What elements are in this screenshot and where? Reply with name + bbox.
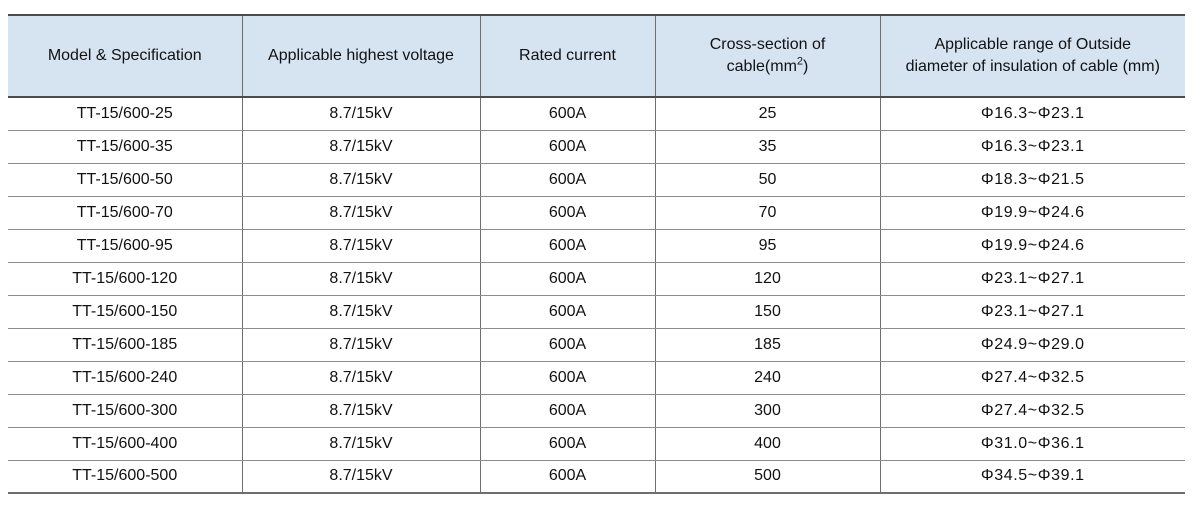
cell-current: 600A xyxy=(479,394,655,428)
cell-diameter-range: Φ34.5~Φ39.1 xyxy=(879,460,1185,493)
cell-diameter-range: Φ16.3~Φ23.1 xyxy=(879,97,1185,131)
diameter-line2: diameter of insulation of cable (mm) xyxy=(905,58,1160,75)
table-row: TT-15/600-500 8.7/15kV 600A 500 Φ34.5~Φ39.1 xyxy=(8,460,1185,493)
page: Model & Specification Applicable highest… xyxy=(8,14,1185,494)
cell-model: TT-15/600-50 xyxy=(8,163,242,197)
cross-section-line2: cable(mm2) xyxy=(726,55,809,75)
cell-voltage: 8.7/15kV xyxy=(241,394,480,428)
table-row: TT-15/600-35 8.7/15kV 600A 35 Φ16.3~Φ23.1 xyxy=(8,130,1185,164)
cell-cross-section: 300 xyxy=(654,394,880,428)
table-row: TT-15/600-185 8.7/15kV 600A 185 Φ24.9~Φ29.0 xyxy=(8,328,1185,362)
cell-cross-section: 120 xyxy=(654,262,880,296)
cell-model: TT-15/600-240 xyxy=(8,361,242,395)
table-row: TT-15/600-120 8.7/15kV 600A 120 Φ23.1~Φ27.1 xyxy=(8,262,1185,296)
cross-section-line1: Cross-section of xyxy=(709,36,826,53)
cell-current: 600A xyxy=(479,328,655,362)
cell-voltage: 8.7/15kV xyxy=(241,460,480,493)
cell-voltage: 8.7/15kV xyxy=(241,295,480,329)
cell-model: TT-15/600-400 xyxy=(8,427,242,461)
table-row: TT-15/600-300 8.7/15kV 600A 300 Φ27.4~Φ32.5 xyxy=(8,394,1185,428)
cell-current: 600A xyxy=(479,295,655,329)
table-row: TT-15/600-70 8.7/15kV 600A 70 Φ19.9~Φ24.6 xyxy=(8,196,1185,230)
col-header-voltage: Applicable highest voltage xyxy=(241,15,480,98)
cell-voltage: 8.7/15kV xyxy=(241,97,480,131)
table-header: Model & Specification Applicable highest… xyxy=(8,15,1185,98)
cell-model: TT-15/600-35 xyxy=(8,130,242,164)
cell-current: 600A xyxy=(479,163,655,197)
table-row: TT-15/600-50 8.7/15kV 600A 50 Φ18.3~Φ21.5 xyxy=(8,163,1185,197)
cell-voltage: 8.7/15kV xyxy=(241,328,480,362)
cell-cross-section: 35 xyxy=(654,130,880,164)
cell-diameter-range: Φ16.3~Φ23.1 xyxy=(879,130,1185,164)
cell-current: 600A xyxy=(479,262,655,296)
cell-model: TT-15/600-25 xyxy=(8,97,242,131)
cell-diameter-range: Φ27.4~Φ32.5 xyxy=(879,394,1185,428)
cell-voltage: 8.7/15kV xyxy=(241,427,480,461)
cell-model: TT-15/600-150 xyxy=(8,295,242,329)
cell-cross-section: 95 xyxy=(654,229,880,263)
cell-cross-section: 400 xyxy=(654,427,880,461)
diameter-line1: Applicable range of Outside xyxy=(934,36,1132,53)
cell-current: 600A xyxy=(479,460,655,493)
cell-voltage: 8.7/15kV xyxy=(241,262,480,296)
cell-voltage: 8.7/15kV xyxy=(241,361,480,395)
cell-cross-section: 240 xyxy=(654,361,880,395)
cell-voltage: 8.7/15kV xyxy=(241,196,480,230)
cell-diameter-range: Φ19.9~Φ24.6 xyxy=(879,229,1185,263)
cell-current: 600A xyxy=(479,229,655,263)
cell-model: TT-15/600-120 xyxy=(8,262,242,296)
header-row: Model & Specification Applicable highest… xyxy=(8,15,1185,98)
table-row: TT-15/600-25 8.7/15kV 600A 25 Φ16.3~Φ23.1 xyxy=(8,97,1185,131)
cell-current: 600A xyxy=(479,196,655,230)
cell-model: TT-15/600-500 xyxy=(72,467,178,485)
cell-cross-section: 70 xyxy=(654,196,880,230)
cell-diameter-range: Φ23.1~Φ27.1 xyxy=(879,262,1185,296)
cell-diameter-range: Φ23.1~Φ27.1 xyxy=(879,295,1185,329)
cell-current: 600A xyxy=(479,97,655,131)
cell-current: 600A xyxy=(479,361,655,395)
col-header-cross-section: Cross-section of cable(mm2) xyxy=(654,15,880,98)
cell-diameter-range: Φ18.3~Φ21.5 xyxy=(879,163,1185,197)
cell-model: TT-15/600-95 xyxy=(8,229,242,263)
table-row: TT-15/600-95 8.7/15kV 600A 95 Φ19.9~Φ24.6 xyxy=(8,229,1185,263)
col-header-model: Model & Specification xyxy=(8,15,242,98)
cell-cross-section: 185 xyxy=(654,328,880,362)
superscript-2: 2 xyxy=(796,55,804,68)
cell-current: 600A xyxy=(479,427,655,461)
cell-voltage: 8.7/15kV xyxy=(241,229,480,263)
cell-cross-section: 500 xyxy=(654,460,880,493)
table-row: TT-15/600-400 8.7/15kV 600A 400 Φ31.0~Φ36.1 xyxy=(8,427,1185,461)
cell-diameter-range: Φ31.0~Φ36.1 xyxy=(879,427,1185,461)
col-header-diameter-range: Applicable range of Outside diameter of … xyxy=(879,15,1185,98)
cell-diameter-range: Φ27.4~Φ32.5 xyxy=(879,361,1185,395)
cell-diameter-range: Φ24.9~Φ29.0 xyxy=(879,328,1185,362)
col-header-current: Rated current xyxy=(479,15,655,98)
table-body: TT-15/600-25 8.7/15kV 600A 25 Φ16.3~Φ23.1 TT-… xyxy=(8,97,1185,493)
cell-cross-section: 50 xyxy=(654,163,880,197)
cell-current: 600A xyxy=(479,130,655,164)
cell-cross-section: 150 xyxy=(654,295,880,329)
cell-model: TT-15/600-185 xyxy=(8,328,242,362)
cell-voltage: 8.7/15kV xyxy=(241,130,480,164)
table-row: TT-15/600-240 8.7/15kV 600A 240 Φ27.4~Φ32.5 xyxy=(8,361,1185,395)
cable-spec-table: Model & Specification Applicable highest… xyxy=(8,14,1185,494)
cell-model: TT-15/600-300 xyxy=(8,394,242,428)
cell-voltage: 8.7/15kV xyxy=(241,163,480,197)
cell-diameter-range: Φ19.9~Φ24.6 xyxy=(879,196,1185,230)
cell-cross-section: 25 xyxy=(654,97,880,131)
table-row: TT-15/600-150 8.7/15kV 600A 150 Φ23.1~Φ27.1 xyxy=(8,295,1185,329)
cell-model: TT-15/600-70 xyxy=(8,196,242,230)
